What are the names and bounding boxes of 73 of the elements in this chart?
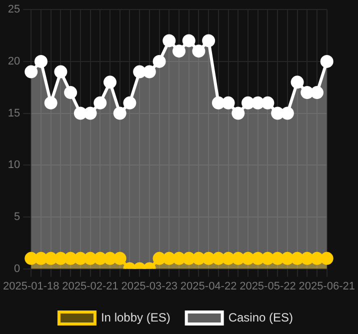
x-tick-label: 2025-04-22 [180,280,237,292]
point [113,252,126,265]
point [162,252,176,265]
point [182,34,196,48]
point [192,44,206,58]
point [84,106,97,120]
point [261,96,274,110]
y-tick-label: 25 [8,4,20,16]
point [172,44,186,58]
point [280,252,294,265]
y-tick-label: 10 [8,159,20,172]
point [320,252,334,265]
y-tick-label: 5 [14,210,20,223]
point [54,252,68,265]
point [142,65,156,78]
legend-label: Casino (ES) [228,310,294,324]
point [94,96,107,110]
point [64,86,78,100]
x-tick-label: 2025-06-21 [298,280,356,292]
point [123,96,136,110]
x-tick-label: 2025-05-22 [240,280,296,292]
point [84,252,97,265]
point [242,252,255,265]
point [280,106,294,120]
point [44,252,58,265]
x-tick-label: 2025-01-18 [2,280,60,292]
x-tick-label: 2025-03-23 [121,280,178,292]
point [152,252,166,265]
point [232,252,245,265]
point [251,96,264,110]
point [202,252,216,265]
point [222,252,235,265]
point [202,34,216,48]
point [54,65,68,78]
point [133,65,146,78]
point [74,106,87,120]
x-tick-label: 2025-02-21 [62,280,118,292]
point [162,34,176,48]
point [24,252,38,265]
point [103,76,116,89]
point [242,96,255,110]
point [34,252,48,265]
point [251,252,264,265]
point [222,96,235,110]
point [300,86,314,100]
y-tick-label: 20 [8,55,20,68]
point [300,252,314,265]
point [182,252,196,265]
y-tick-label: 0 [14,262,20,275]
point [290,76,304,89]
point [24,65,38,78]
point [152,54,166,68]
point [310,86,324,100]
point [172,252,186,265]
point [34,54,48,68]
point [212,252,225,265]
point [74,252,87,265]
point [192,252,206,265]
point [320,54,334,68]
point [271,106,284,120]
point [310,252,324,265]
point [290,252,304,265]
point [232,106,245,120]
point [212,96,225,110]
point [271,252,284,265]
point [94,252,107,265]
y-tick-label: 15 [8,107,20,120]
legend-label: In lobby (ES) [100,310,170,324]
point [103,252,116,265]
point [113,106,126,120]
point [64,252,78,265]
point [261,252,274,265]
point [44,96,58,110]
